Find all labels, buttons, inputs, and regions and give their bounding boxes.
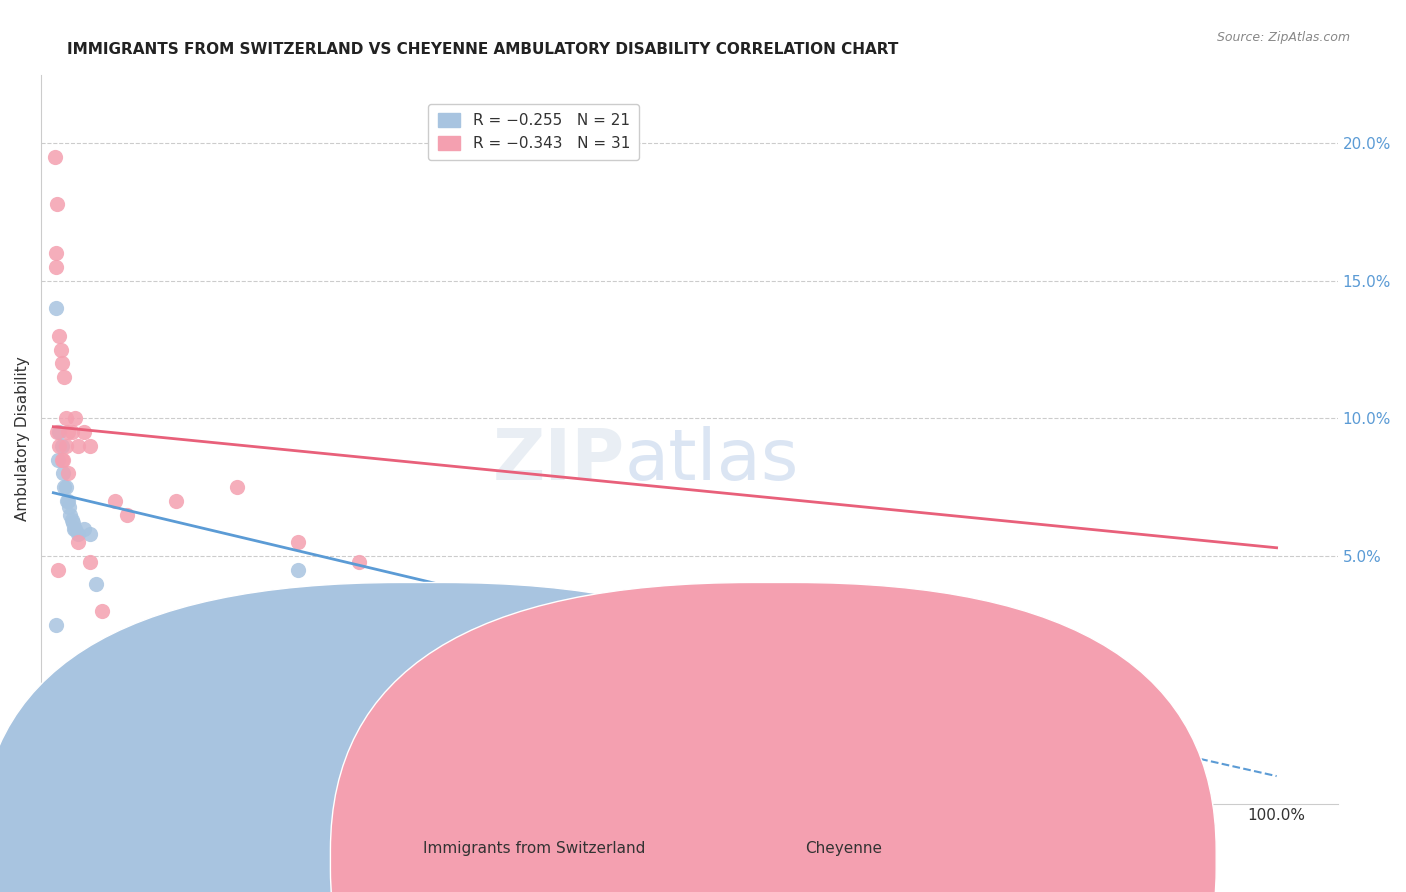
- Point: [48, 329, 70, 343]
- Point: [46, 563, 69, 577]
- Text: Cheyenne: Cheyenne: [806, 841, 882, 856]
- Point: [51, 452, 73, 467]
- Point: [84, 576, 107, 591]
- Point: [103, 494, 125, 508]
- Point: [52, 467, 75, 481]
- Point: [52, 452, 75, 467]
- Point: [46, 452, 69, 467]
- Point: [347, 555, 370, 569]
- Point: [73, 425, 96, 440]
- Point: [58, 500, 80, 514]
- Point: [44, 150, 66, 164]
- Point: [55, 411, 77, 425]
- Point: [51, 356, 73, 370]
- Point: [91, 604, 114, 618]
- Point: [56, 494, 79, 508]
- Text: IMMIGRANTS FROM SWITZERLAND VS CHEYENNE AMBULATORY DISABILITY CORRELATION CHART: IMMIGRANTS FROM SWITZERLAND VS CHEYENNE …: [67, 42, 898, 57]
- Y-axis label: Ambulatory Disability: Ambulatory Disability: [15, 357, 30, 522]
- Point: [48, 425, 70, 440]
- Point: [45, 260, 67, 275]
- Point: [55, 439, 77, 453]
- Point: [66, 439, 89, 453]
- Point: [46, 197, 69, 211]
- Text: atlas: atlas: [624, 426, 799, 495]
- Point: [45, 617, 67, 632]
- Point: [62, 516, 84, 530]
- Point: [48, 439, 70, 453]
- Point: [45, 246, 67, 260]
- Point: [60, 513, 83, 527]
- Point: [225, 480, 247, 494]
- Point: [66, 527, 89, 541]
- Point: [59, 508, 82, 522]
- Point: [53, 480, 76, 494]
- Point: [79, 439, 101, 453]
- Point: [55, 480, 77, 494]
- Point: [287, 563, 309, 577]
- Point: [60, 425, 83, 440]
- Point: [46, 425, 69, 440]
- Point: [56, 425, 79, 440]
- Point: [49, 343, 72, 357]
- Point: [56, 494, 79, 508]
- Point: [79, 555, 101, 569]
- Point: [65, 522, 87, 536]
- Point: [63, 522, 86, 536]
- Point: [56, 467, 79, 481]
- Point: [165, 494, 187, 508]
- Text: ZIP: ZIP: [492, 426, 624, 495]
- Point: [73, 522, 96, 536]
- Point: [65, 411, 87, 425]
- Text: Source: ZipAtlas.com: Source: ZipAtlas.com: [1216, 31, 1350, 45]
- Point: [45, 301, 67, 316]
- Point: [115, 508, 138, 522]
- Legend: R = −0.255   N = 21, R = −0.343   N = 31: R = −0.255 N = 21, R = −0.343 N = 31: [429, 104, 640, 161]
- Point: [51, 439, 73, 453]
- Text: Immigrants from Switzerland: Immigrants from Switzerland: [423, 841, 645, 856]
- Point: [287, 535, 309, 549]
- Point: [53, 370, 76, 384]
- Point: [66, 535, 89, 549]
- Point: [79, 527, 101, 541]
